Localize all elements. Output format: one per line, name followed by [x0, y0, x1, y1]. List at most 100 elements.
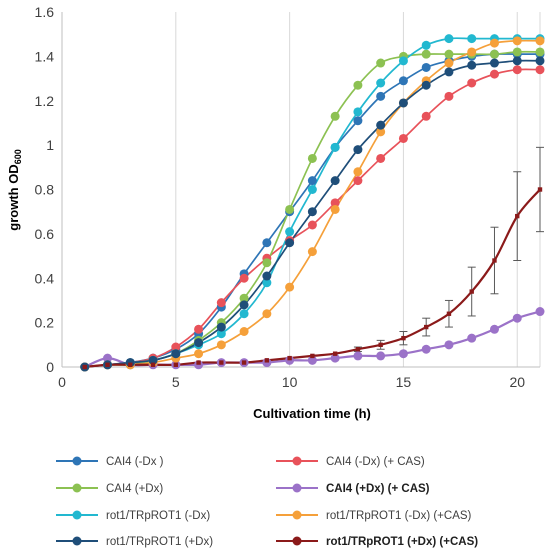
x-tick-label-0: 0 [58, 374, 66, 390]
data-point-3-15 [421, 344, 431, 354]
data-point-5-18 [489, 38, 499, 48]
data-point-3-1 [103, 353, 113, 363]
data-point-4-15 [421, 40, 431, 50]
legend-label-4: rot1/TRpROT1 (-Dx) [106, 510, 210, 522]
x-axis-title: Cultivation time (h) [253, 406, 371, 421]
data-point-5-12 [353, 167, 363, 177]
legend-label-3: CAI4 (+Dx) (+ CAS) [326, 483, 430, 495]
data-point-7-1 [105, 362, 110, 367]
data-point-6-12 [353, 145, 363, 155]
data-point-3-18 [489, 324, 499, 334]
data-point-7-2 [128, 362, 133, 367]
y-tick-label-5: 1 [46, 137, 54, 153]
legend-label-0: CAI4 (-Dx ) [106, 456, 164, 468]
data-point-1-7 [239, 273, 249, 283]
data-point-7-6 [219, 360, 224, 365]
data-point-2-7 [239, 293, 249, 303]
data-point-3-19 [512, 313, 522, 323]
data-point-6-15 [421, 80, 431, 90]
data-point-5-7 [239, 327, 249, 336]
data-point-0-12 [353, 116, 363, 126]
data-point-7-10 [310, 353, 315, 359]
data-point-6-3 [148, 355, 158, 365]
data-point-2-10 [307, 153, 317, 163]
data-point-6-14 [398, 98, 408, 108]
data-point-5-10 [307, 247, 317, 257]
data-point-0-10 [307, 176, 317, 186]
data-point-1-10 [307, 220, 317, 230]
data-point-4-16 [444, 34, 454, 44]
legend-marker-2 [72, 483, 82, 493]
legend-marker-3 [292, 483, 302, 493]
data-point-7-15 [423, 324, 429, 330]
data-point-1-4 [171, 342, 181, 352]
data-point-7-12 [355, 347, 361, 352]
data-point-2-11 [330, 111, 340, 121]
data-point-4-8 [262, 278, 272, 288]
data-point-3-16 [444, 340, 454, 350]
data-point-2-15 [421, 49, 431, 59]
legend-marker-0 [72, 456, 82, 466]
data-point-6-5 [194, 338, 204, 348]
data-point-0-14 [398, 76, 408, 86]
data-point-0-15 [421, 62, 431, 72]
data-point-1-20 [535, 65, 545, 75]
data-point-1-15 [421, 111, 431, 121]
data-point-6-6 [216, 322, 226, 332]
data-point-3-12 [353, 351, 363, 361]
data-point-5-5 [194, 349, 204, 359]
data-point-7-14 [401, 335, 406, 341]
data-point-6-17 [467, 60, 477, 70]
data-point-7-19 [515, 213, 520, 219]
data-point-7-11 [332, 351, 338, 356]
data-point-3-9 [285, 355, 295, 365]
data-point-4-12 [353, 107, 363, 117]
data-point-7-18 [492, 258, 497, 263]
data-point-3-5 [194, 360, 204, 370]
data-point-5-19 [512, 36, 522, 46]
data-point-1-14 [398, 133, 408, 143]
data-point-5-8 [262, 309, 272, 319]
data-point-4-9 [285, 227, 295, 237]
data-point-3-11 [330, 353, 340, 363]
data-point-6-7 [239, 300, 249, 310]
data-point-5-6 [216, 340, 226, 350]
y-tick-label-8: 1.6 [35, 4, 55, 20]
data-point-7-8 [264, 358, 270, 363]
y-tick-label-7: 1.4 [35, 48, 55, 64]
data-point-5-20 [535, 36, 545, 46]
data-point-4-11 [330, 142, 340, 152]
data-point-5-9 [285, 282, 295, 292]
data-point-3-13 [376, 351, 386, 361]
data-point-7-9 [287, 355, 292, 361]
y-tick-label-1: 0.2 [35, 315, 55, 331]
data-point-7-7 [241, 360, 247, 365]
legend-label-6: rot1/TRpROT1 (+Dx) [106, 536, 213, 548]
data-point-6-19 [512, 56, 522, 66]
legend-marker-6 [72, 536, 82, 546]
data-point-2-13 [376, 58, 386, 68]
data-point-5-11 [330, 204, 340, 214]
data-point-7-0 [82, 364, 87, 370]
data-point-6-8 [262, 271, 272, 281]
data-point-4-10 [307, 185, 317, 194]
data-point-7-4 [173, 362, 179, 367]
data-point-3-14 [398, 349, 408, 359]
y-tick-label-4: 0.8 [35, 182, 55, 198]
data-point-1-18 [489, 69, 499, 79]
data-point-3-17 [467, 333, 477, 343]
data-point-0-8 [262, 238, 272, 248]
x-tick-label-1: 5 [172, 374, 180, 390]
data-points [80, 34, 545, 372]
y-axis-title-main: growth OD [6, 164, 21, 230]
legend-marker-4 [72, 510, 82, 520]
x-tick-label-4: 20 [509, 374, 525, 390]
data-point-1-6 [216, 298, 226, 308]
data-point-4-13 [376, 78, 386, 88]
data-point-6-16 [444, 67, 454, 77]
legend-label-7: rot1/TRpROT1 (+Dx) (+CAS) [326, 536, 478, 548]
y-tick-label-0: 0 [46, 359, 54, 375]
data-point-7-13 [378, 342, 383, 348]
data-point-1-5 [194, 324, 204, 334]
tick-labels: 0 0.2 0.4 0.6 0.8 1 1.2 1.4 1.6 0 5 10 15 20 [35, 4, 526, 390]
